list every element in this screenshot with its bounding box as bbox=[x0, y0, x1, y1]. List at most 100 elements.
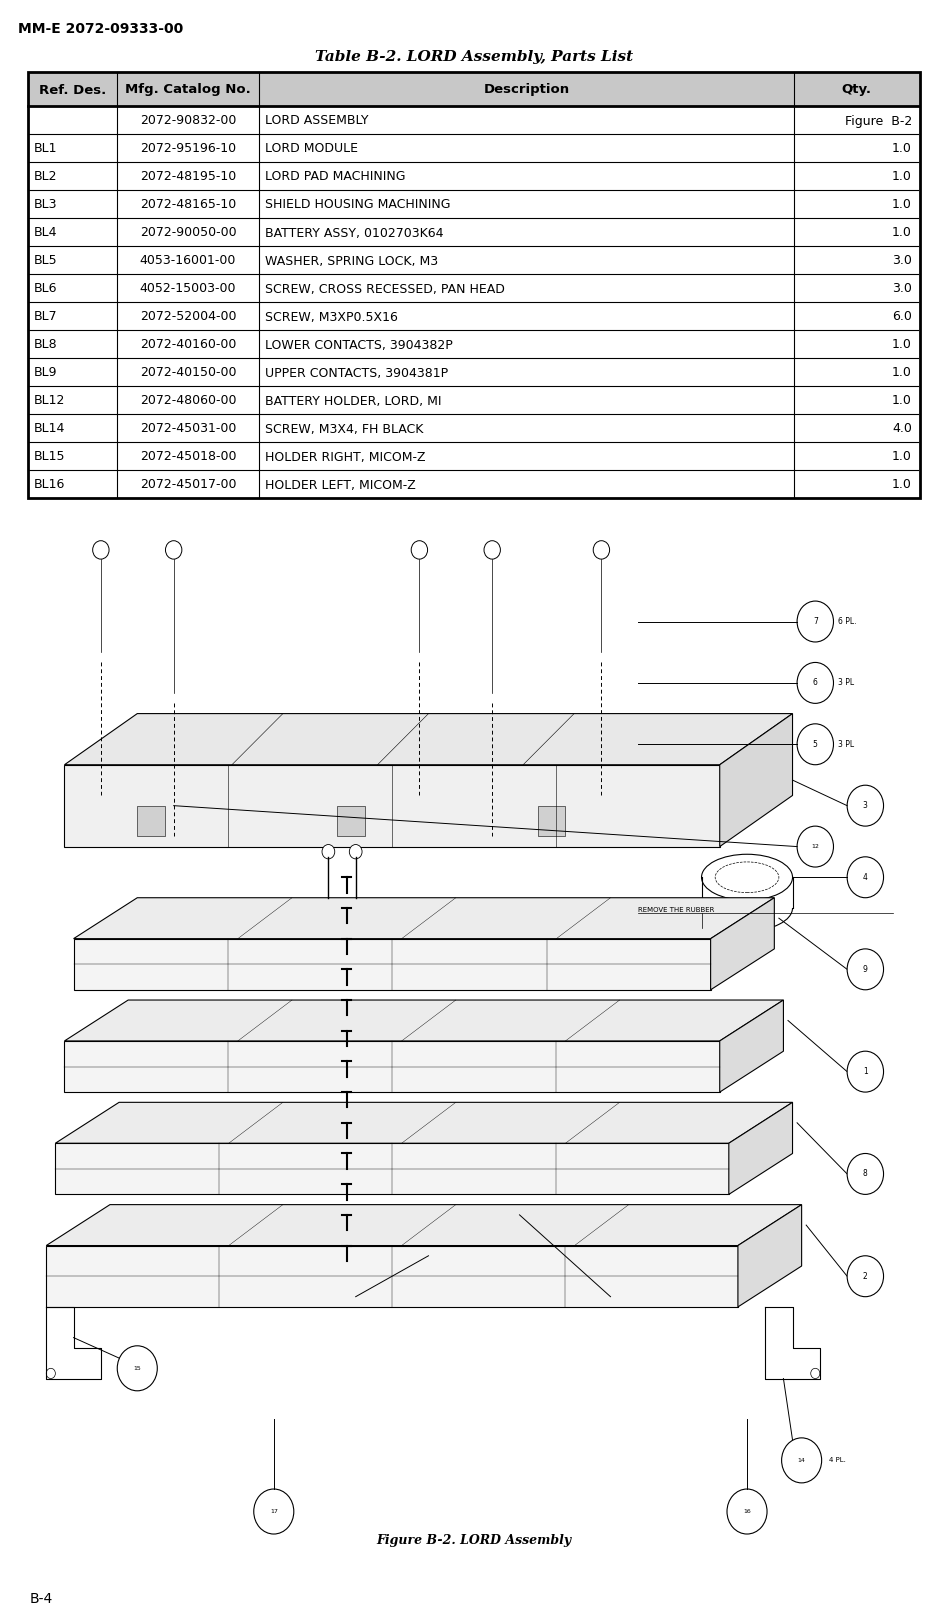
Text: LORD MODULE: LORD MODULE bbox=[265, 142, 358, 156]
Text: 1.0: 1.0 bbox=[892, 478, 912, 491]
Text: HOLDER RIGHT, MICOM-Z: HOLDER RIGHT, MICOM-Z bbox=[265, 451, 426, 464]
Circle shape bbox=[848, 1153, 884, 1194]
Circle shape bbox=[93, 541, 109, 559]
Text: B-4: B-4 bbox=[30, 1592, 53, 1606]
Polygon shape bbox=[74, 897, 775, 939]
Text: 1.0: 1.0 bbox=[892, 338, 912, 351]
Text: LOWER CONTACTS, 3904382P: LOWER CONTACTS, 3904382P bbox=[265, 338, 453, 351]
Polygon shape bbox=[711, 897, 775, 989]
Circle shape bbox=[781, 1439, 822, 1482]
Polygon shape bbox=[55, 1102, 793, 1144]
Polygon shape bbox=[74, 939, 711, 989]
Text: BL14: BL14 bbox=[34, 422, 65, 435]
Text: 3 PL: 3 PL bbox=[838, 739, 854, 749]
Text: BL9: BL9 bbox=[34, 366, 58, 380]
Text: BL6: BL6 bbox=[34, 282, 58, 295]
Text: 6 PL.: 6 PL. bbox=[838, 617, 857, 627]
Text: REMOVE THE RUBBER: REMOVE THE RUBBER bbox=[638, 907, 714, 913]
Circle shape bbox=[848, 949, 884, 989]
Polygon shape bbox=[720, 1000, 783, 1092]
Text: 2072-95196-10: 2072-95196-10 bbox=[140, 142, 236, 156]
Text: 2: 2 bbox=[863, 1271, 867, 1281]
Text: BL7: BL7 bbox=[34, 311, 58, 324]
Circle shape bbox=[848, 1257, 884, 1297]
Text: UPPER CONTACTS, 3904381P: UPPER CONTACTS, 3904381P bbox=[265, 366, 448, 380]
Ellipse shape bbox=[702, 854, 793, 901]
Polygon shape bbox=[55, 1144, 729, 1194]
Text: 8: 8 bbox=[863, 1170, 867, 1178]
Circle shape bbox=[797, 826, 833, 867]
Text: 4: 4 bbox=[863, 873, 867, 881]
Bar bbox=[28, 72, 920, 498]
Text: SCREW, M3X4, FH BLACK: SCREW, M3X4, FH BLACK bbox=[265, 422, 424, 435]
Circle shape bbox=[349, 844, 362, 859]
Circle shape bbox=[848, 857, 884, 897]
Circle shape bbox=[118, 1345, 157, 1390]
Text: 2072-40160-00: 2072-40160-00 bbox=[139, 338, 236, 351]
Polygon shape bbox=[64, 714, 793, 765]
Text: 17: 17 bbox=[270, 1510, 278, 1514]
Text: 4053-16001-00: 4053-16001-00 bbox=[139, 255, 236, 267]
Text: 3.0: 3.0 bbox=[892, 255, 912, 267]
Text: 5: 5 bbox=[812, 739, 818, 749]
Text: 2072-90050-00: 2072-90050-00 bbox=[139, 227, 236, 240]
Text: 3.0: 3.0 bbox=[892, 282, 912, 295]
Text: 2072-48195-10: 2072-48195-10 bbox=[140, 171, 236, 184]
Polygon shape bbox=[64, 1041, 720, 1092]
Text: 15: 15 bbox=[134, 1366, 141, 1371]
Polygon shape bbox=[738, 1205, 802, 1307]
Text: MM-E 2072-09333-00: MM-E 2072-09333-00 bbox=[18, 23, 183, 35]
Text: HOLDER LEFT, MICOM-Z: HOLDER LEFT, MICOM-Z bbox=[265, 478, 416, 491]
Text: Figure  B-2: Figure B-2 bbox=[845, 114, 912, 127]
Polygon shape bbox=[720, 714, 793, 847]
Text: Qty.: Qty. bbox=[841, 84, 871, 97]
Text: 2072-45018-00: 2072-45018-00 bbox=[139, 451, 236, 464]
Text: 1.0: 1.0 bbox=[892, 227, 912, 240]
Circle shape bbox=[811, 1368, 820, 1379]
Polygon shape bbox=[729, 1102, 793, 1194]
Text: 1.0: 1.0 bbox=[892, 451, 912, 464]
Text: BATTERY HOLDER, LORD, MI: BATTERY HOLDER, LORD, MI bbox=[265, 395, 442, 408]
Text: BL2: BL2 bbox=[34, 171, 58, 184]
Text: Description: Description bbox=[483, 84, 570, 97]
Circle shape bbox=[593, 541, 610, 559]
Circle shape bbox=[848, 1050, 884, 1092]
Text: BL4: BL4 bbox=[34, 227, 58, 240]
Text: Figure B-2. LORD Assembly: Figure B-2. LORD Assembly bbox=[376, 1534, 572, 1547]
Text: BL12: BL12 bbox=[34, 395, 65, 408]
Text: 1.0: 1.0 bbox=[892, 171, 912, 184]
Text: 2072-40150-00: 2072-40150-00 bbox=[139, 366, 236, 380]
Circle shape bbox=[727, 1489, 767, 1534]
Text: 12: 12 bbox=[811, 844, 819, 849]
Text: LORD PAD MACHINING: LORD PAD MACHINING bbox=[265, 171, 406, 184]
Ellipse shape bbox=[715, 862, 779, 892]
Text: 2072-48165-10: 2072-48165-10 bbox=[140, 198, 236, 211]
Text: LORD ASSEMBLY: LORD ASSEMBLY bbox=[265, 114, 369, 127]
Text: Mfg. Catalog No.: Mfg. Catalog No. bbox=[125, 84, 251, 97]
Text: 3 PL: 3 PL bbox=[838, 678, 854, 688]
Text: 1.0: 1.0 bbox=[892, 198, 912, 211]
Text: 2072-45031-00: 2072-45031-00 bbox=[139, 422, 236, 435]
Polygon shape bbox=[64, 765, 720, 847]
Text: Table B-2. LORD Assembly, Parts List: Table B-2. LORD Assembly, Parts List bbox=[315, 50, 633, 64]
Text: 1: 1 bbox=[863, 1066, 867, 1076]
Text: 1.0: 1.0 bbox=[892, 142, 912, 156]
Circle shape bbox=[484, 541, 501, 559]
Text: WASHER, SPRING LOCK, M3: WASHER, SPRING LOCK, M3 bbox=[265, 255, 438, 267]
Circle shape bbox=[166, 541, 182, 559]
Text: BL3: BL3 bbox=[34, 198, 58, 211]
Text: BATTERY ASSY, 0102703K64: BATTERY ASSY, 0102703K64 bbox=[265, 227, 444, 240]
Circle shape bbox=[46, 1368, 55, 1379]
Text: BL16: BL16 bbox=[34, 478, 65, 491]
Text: BL1: BL1 bbox=[34, 142, 58, 156]
Text: 2072-90832-00: 2072-90832-00 bbox=[139, 114, 236, 127]
Text: SHIELD HOUSING MACHINING: SHIELD HOUSING MACHINING bbox=[265, 198, 450, 211]
Text: Ref. Des.: Ref. Des. bbox=[39, 84, 106, 97]
Text: 9: 9 bbox=[863, 965, 867, 973]
Text: 2072-48060-00: 2072-48060-00 bbox=[139, 395, 236, 408]
Bar bbox=[28, 72, 920, 106]
Circle shape bbox=[848, 785, 884, 826]
Circle shape bbox=[797, 662, 833, 704]
Circle shape bbox=[797, 601, 833, 641]
Text: 4 PL.: 4 PL. bbox=[829, 1458, 846, 1463]
